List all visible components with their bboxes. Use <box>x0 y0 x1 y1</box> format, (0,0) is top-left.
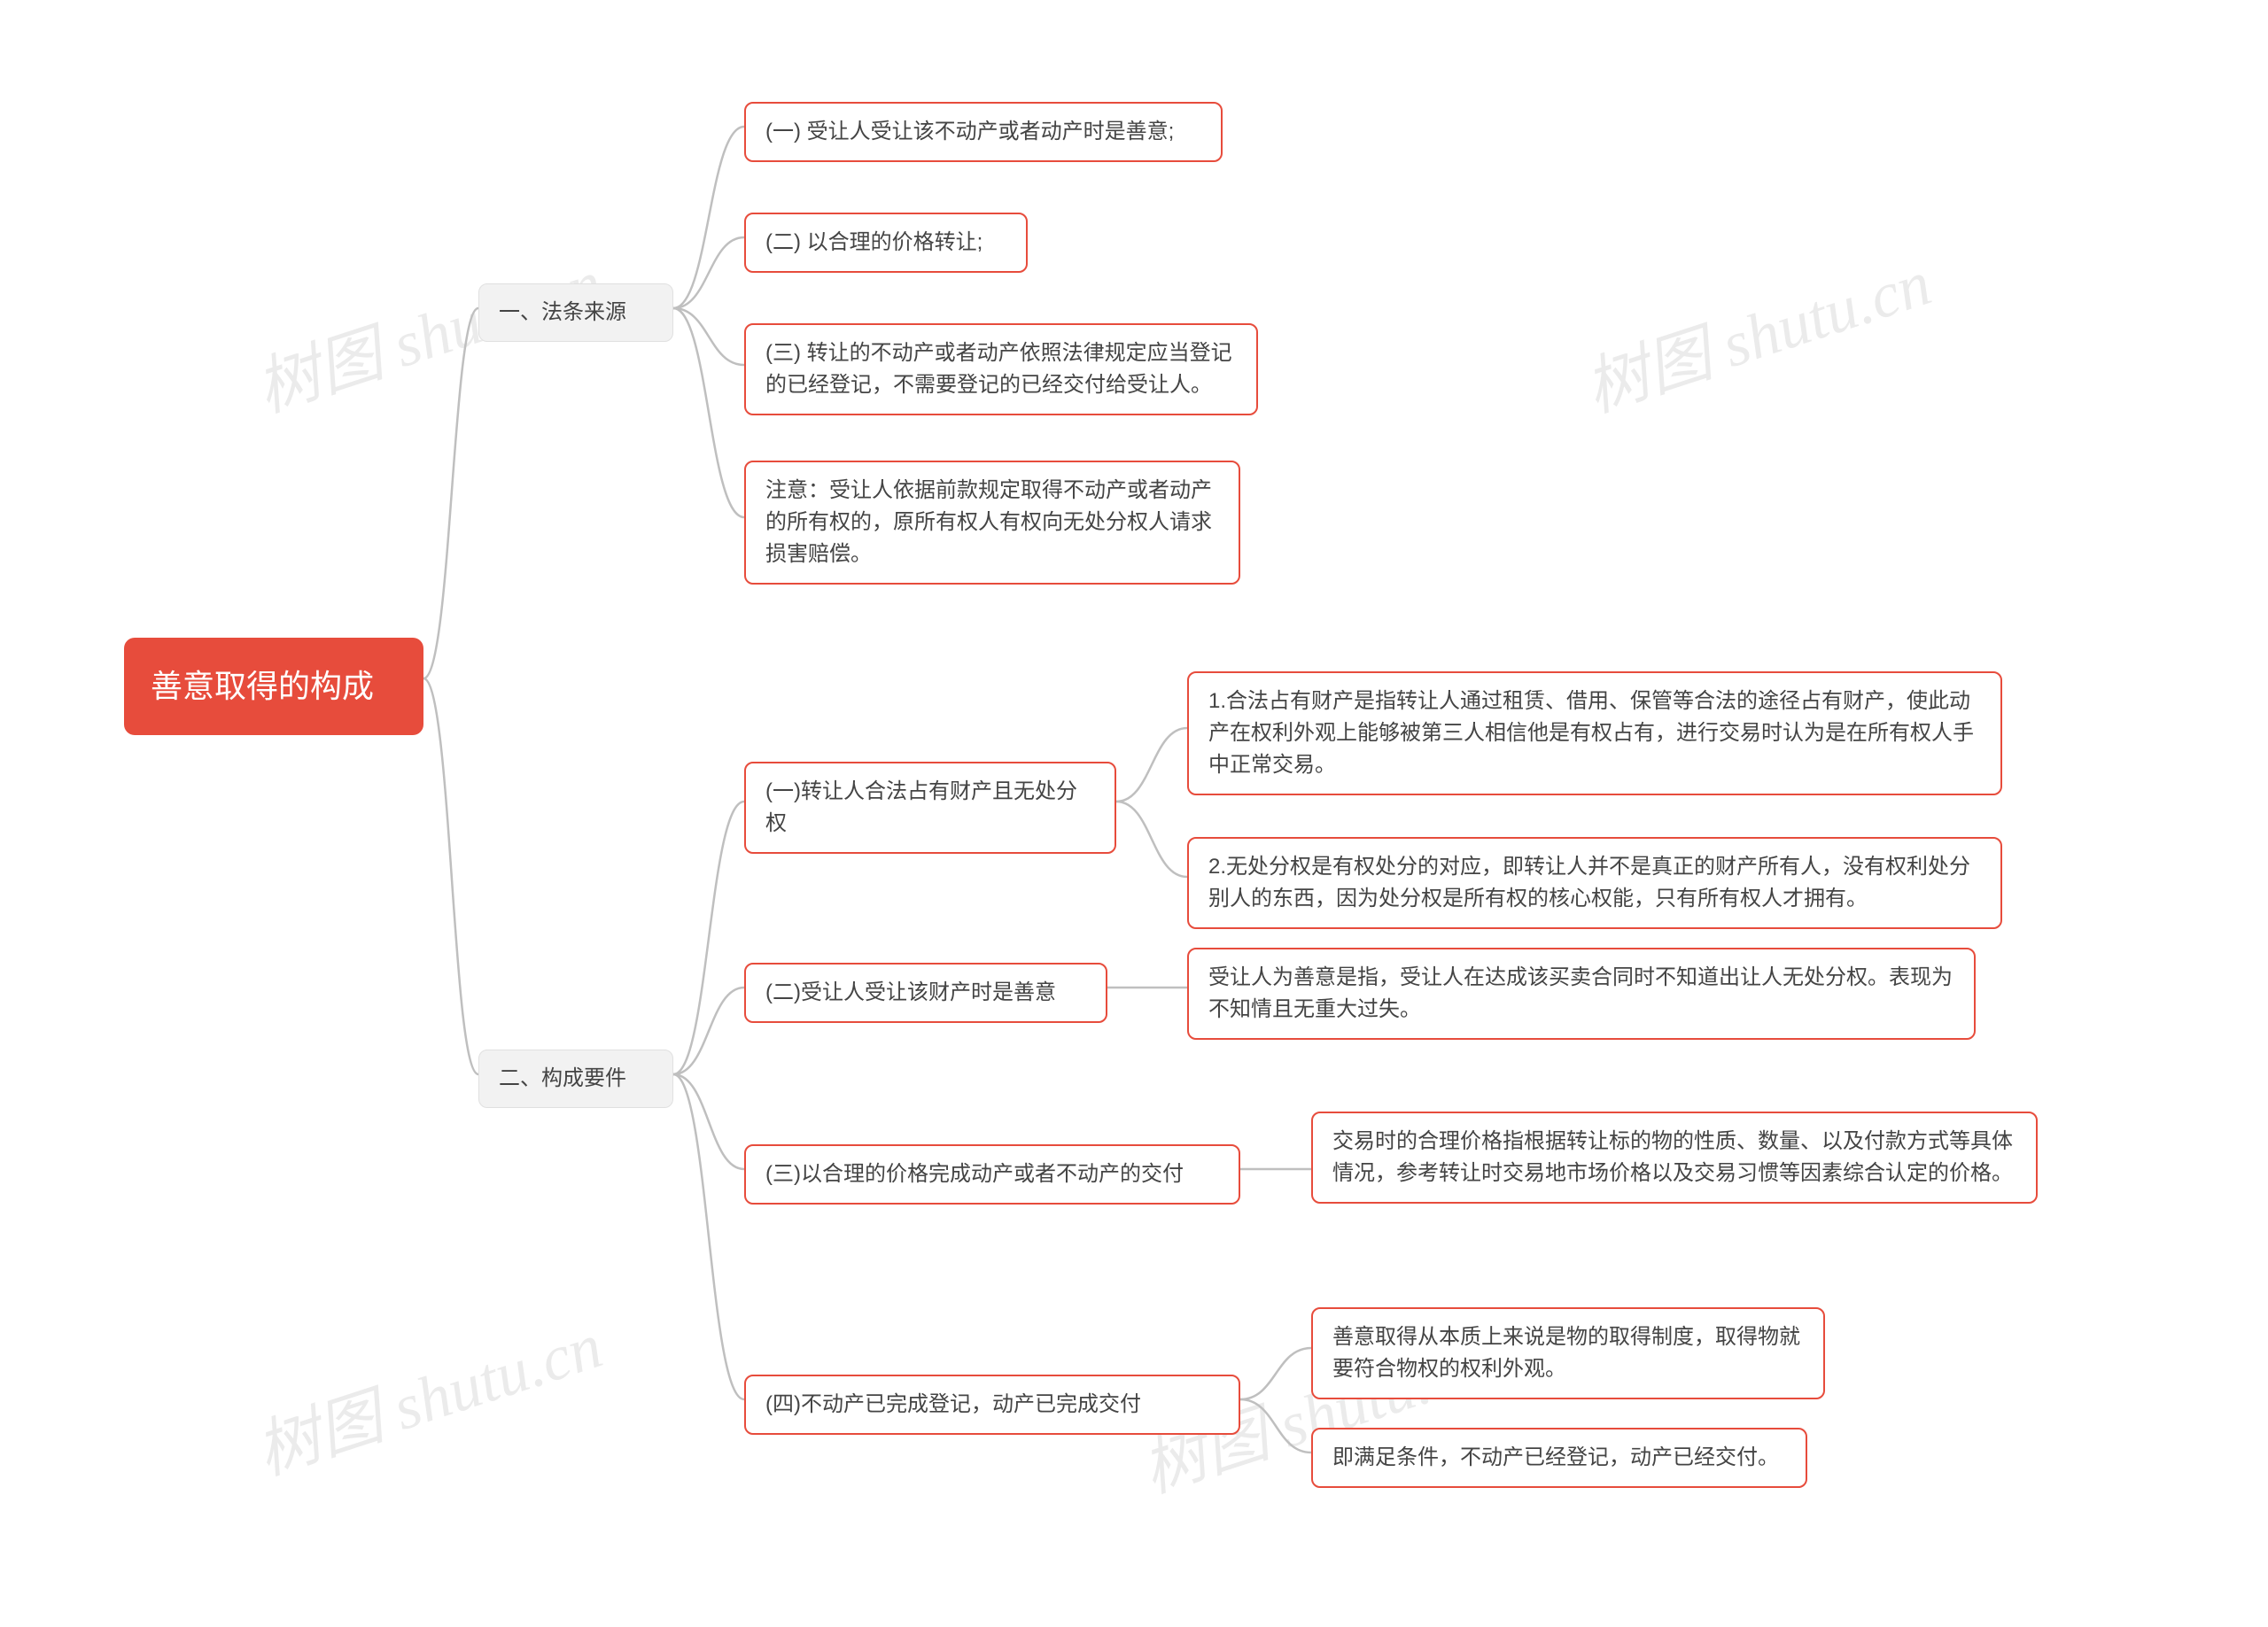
branch-2-item-b[interactable]: (二)受让人受让该财产时是善意 <box>744 963 1107 1023</box>
branch-1-item-d[interactable]: 注意：受让人依据前款规定取得不动产或者动产的所有权的，原所有权人有权向无处分权人… <box>744 461 1240 585</box>
root-node[interactable]: 善意取得的构成 <box>124 638 423 735</box>
branch-2-item-a-child-2[interactable]: 2.无处分权是有权处分的对应，即转让人并不是真正的财产所有人，没有权利处分别人的… <box>1187 837 2002 929</box>
watermark: 树图 shutu.cn <box>243 1293 612 1492</box>
branch-2-item-d-child-2[interactable]: 即满足条件，不动产已经登记，动产已经交付。 <box>1311 1428 1807 1488</box>
branch-2[interactable]: 二、构成要件 <box>478 1050 673 1108</box>
branch-2-item-a-child-1[interactable]: 1.合法占有财产是指转让人通过租赁、借用、保管等合法的途径占有财产，使此动产在权… <box>1187 671 2002 795</box>
branch-1-item-a[interactable]: (一) 受让人受让该不动产或者动产时是善意; <box>744 102 1223 162</box>
branch-1-item-c[interactable]: (三) 转让的不动产或者动产依照法律规定应当登记的已经登记，不需要登记的已经交付… <box>744 323 1258 415</box>
branch-1-item-b[interactable]: (二) 以合理的价格转让; <box>744 213 1028 273</box>
branch-2-item-d[interactable]: (四)不动产已完成登记，动产已完成交付 <box>744 1375 1240 1435</box>
branch-2-item-c[interactable]: (三)以合理的价格完成动产或者不动产的交付 <box>744 1144 1240 1205</box>
branch-2-item-a[interactable]: (一)转让人合法占有财产且无处分权 <box>744 762 1116 854</box>
branch-2-item-d-child-1[interactable]: 善意取得从本质上来说是物的取得制度，取得物就要符合物权的权利外观。 <box>1311 1307 1825 1399</box>
branch-2-item-c-child-1[interactable]: 交易时的合理价格指根据转让标的物的性质、数量、以及付款方式等具体情况，参考转让时… <box>1311 1112 2038 1204</box>
branch-1[interactable]: 一、法条来源 <box>478 283 673 342</box>
branch-2-item-b-child-1[interactable]: 受让人为善意是指，受让人在达成该买卖合同时不知道出让人无处分权。表现为不知情且无… <box>1187 948 1976 1040</box>
mindmap-canvas: 树图 shutu.cn 树图 shutu.cn 树图 shutu.cn 树图 s… <box>0 0 2268 1627</box>
watermark: 树图 shutu.cn <box>1572 230 1941 430</box>
